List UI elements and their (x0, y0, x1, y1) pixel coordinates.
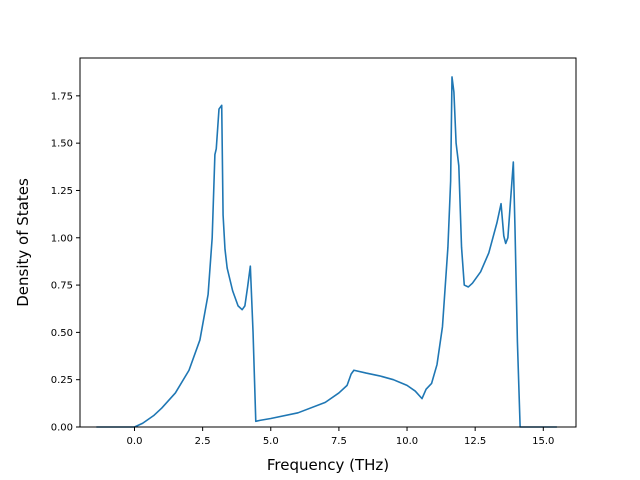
y-tick-label: 0.25 (51, 375, 73, 386)
y-tick-label: 1.75 (51, 91, 73, 102)
x-tick-label: 7.5 (331, 436, 347, 447)
x-axis-label: Frequency (THz) (267, 456, 389, 474)
y-tick-label: 1.25 (51, 186, 73, 197)
plot-area (96, 76, 557, 428)
y-axis-label: Density of States (14, 178, 32, 307)
x-axis-ticks: 0.0 2.5 5.0 7.5 10.0 12.5 15.0 (127, 427, 554, 447)
x-tick-label: 5.0 (263, 436, 279, 447)
y-tick-label: 1.00 (51, 233, 73, 244)
x-tick-label: 0.0 (127, 436, 143, 447)
y-tick-label: 1.50 (51, 139, 73, 150)
x-tick-label: 12.5 (464, 436, 486, 447)
axes-frame (79, 57, 577, 428)
y-tick-label: 0.50 (51, 328, 73, 339)
x-tick-label: 10.0 (396, 436, 418, 447)
y-tick-label: 0.00 (51, 423, 73, 434)
x-tick-label: 15.0 (532, 436, 554, 447)
y-axis-ticks: 0.00 0.25 0.50 0.75 1.00 1.25 1.50 1.75 (51, 91, 80, 434)
dos-series-line-0 (96, 76, 557, 428)
y-tick-label: 0.75 (51, 281, 73, 292)
x-tick-label: 2.5 (195, 436, 211, 447)
